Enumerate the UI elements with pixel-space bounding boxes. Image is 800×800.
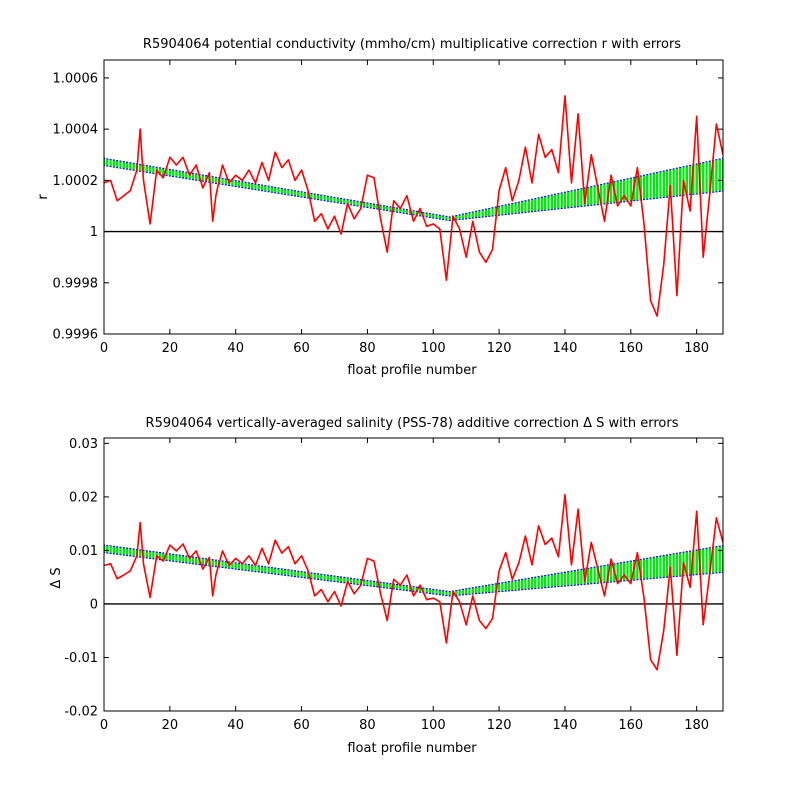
bottom-xtick-label: 100 bbox=[421, 718, 446, 733]
top-xtick-label: 40 bbox=[227, 341, 244, 356]
bottom-xtick-label: 20 bbox=[162, 718, 179, 733]
bottom-ytick-label: 0 bbox=[90, 597, 98, 612]
top-ytick-label: 0.9996 bbox=[53, 328, 99, 343]
top-ytick-label: 0.9998 bbox=[53, 276, 99, 291]
top-xtick-label: 60 bbox=[293, 341, 310, 356]
top-panel: R5904064 potential conductivity (mmho/cm… bbox=[36, 37, 724, 378]
top-xtick-label: 120 bbox=[487, 341, 512, 356]
top-ytick-label: 1 bbox=[90, 225, 98, 240]
bottom-xtick-label: 160 bbox=[618, 718, 643, 733]
top-xtick-label: 160 bbox=[618, 341, 643, 356]
bottom-data-line bbox=[104, 493, 723, 671]
top-xtick-label: 0 bbox=[100, 341, 108, 356]
top-data-line bbox=[104, 95, 723, 317]
top-ytick-label: 1.0004 bbox=[53, 123, 99, 138]
top-ylabel: r bbox=[36, 194, 51, 200]
top-title: R5904064 potential conductivity (mmho/cm… bbox=[143, 37, 681, 52]
bottom-xtick-label: 120 bbox=[487, 718, 512, 733]
bottom-panel: R5904064 vertically-averaged salinity (P… bbox=[49, 416, 724, 756]
top-ytick-label: 1.0002 bbox=[53, 174, 99, 189]
bottom-xtick-label: 140 bbox=[553, 718, 578, 733]
bottom-ytick-label: -0.02 bbox=[64, 705, 98, 720]
top-ytick-label: 1.0006 bbox=[53, 71, 99, 86]
bottom-xtick-label: 40 bbox=[227, 718, 244, 733]
top-xtick-label: 20 bbox=[162, 341, 179, 356]
bottom-ytick-label: 0.02 bbox=[69, 490, 98, 505]
bottom-xtick-label: 80 bbox=[359, 718, 376, 733]
bottom-ytick-label: 0.01 bbox=[69, 544, 98, 559]
bottom-ytick-label: 0.03 bbox=[69, 437, 98, 452]
bottom-xlabel: float profile number bbox=[347, 741, 477, 756]
top-xtick-label: 140 bbox=[553, 341, 578, 356]
top-xtick-label: 80 bbox=[359, 341, 376, 356]
top-xtick-label: 180 bbox=[684, 341, 709, 356]
top-xtick-label: 100 bbox=[421, 341, 446, 356]
bottom-xtick-label: 180 bbox=[684, 718, 709, 733]
top-axes-box bbox=[103, 59, 724, 335]
bottom-ytick-label: -0.01 bbox=[64, 651, 98, 666]
bottom-xtick-label: 0 bbox=[100, 718, 108, 733]
bottom-ylabel: Δ S bbox=[49, 567, 64, 588]
bottom-title: R5904064 vertically-averaged salinity (P… bbox=[146, 416, 679, 431]
top-fit-band bbox=[104, 158, 723, 221]
bottom-xtick-label: 60 bbox=[293, 718, 310, 733]
bottom-plot-area bbox=[104, 493, 723, 671]
top-plot-area bbox=[104, 95, 723, 317]
top-xlabel: float profile number bbox=[347, 363, 477, 378]
bottom-axes-box bbox=[103, 437, 724, 712]
